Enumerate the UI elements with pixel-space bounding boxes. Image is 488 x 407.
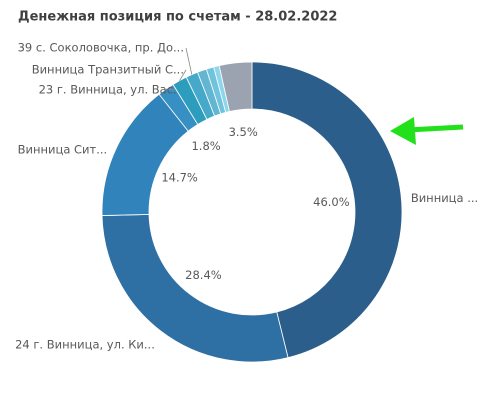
chart-title: Денежная позиция по счетам - 28.02.2022 xyxy=(18,10,337,25)
donut-slice xyxy=(251,61,403,359)
slice-label: Винница Сит... xyxy=(18,142,108,156)
pointer-arrow xyxy=(390,117,464,145)
leader-line xyxy=(179,69,187,81)
data-label: 28.4% xyxy=(185,268,222,282)
data-label: 3.5% xyxy=(229,125,258,139)
donut-slice xyxy=(101,214,289,363)
donut-slice xyxy=(218,61,253,112)
slice-label: 24 г. Винница, ул. Ки... xyxy=(15,338,155,352)
slice-label: 23 г. Винница, ул. Вас... xyxy=(39,83,184,97)
data-label: 14.7% xyxy=(161,170,198,184)
slice-label: 39 с. Соколовочка, пр. До... xyxy=(18,41,184,55)
slice-label: Винница ... xyxy=(411,191,478,205)
leader-line xyxy=(185,47,193,75)
slice-label: Винница Транзитный С... xyxy=(32,63,184,77)
data-label: 46.0% xyxy=(313,195,350,209)
data-label: 1.8% xyxy=(191,139,220,153)
